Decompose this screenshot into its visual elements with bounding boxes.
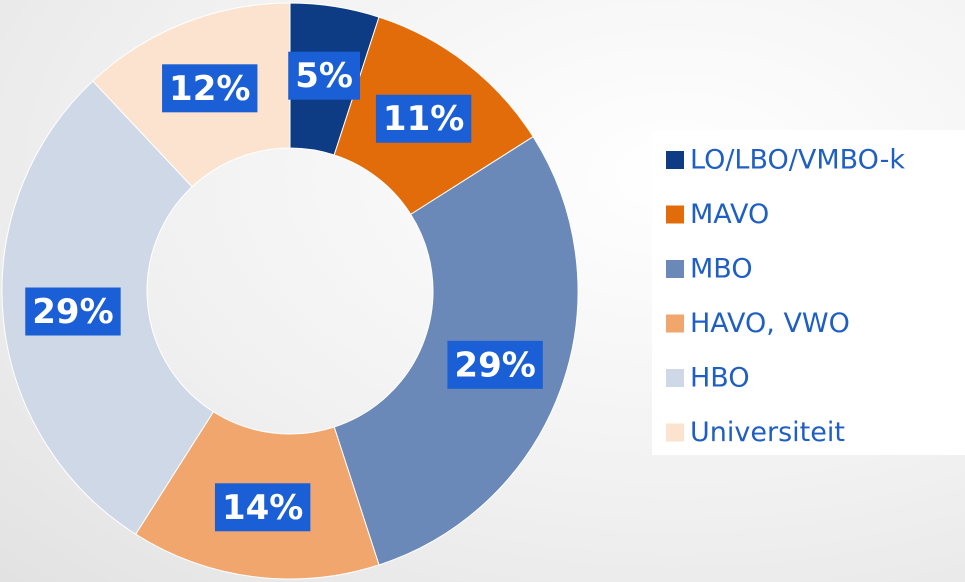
data-label: 29% (32, 292, 113, 332)
data-label: 29% (454, 345, 535, 385)
data-label-box (25, 287, 121, 336)
data-label-box (288, 51, 360, 100)
data-label: 12% (169, 69, 250, 109)
legend-label: Universiteit (690, 417, 845, 448)
legend-swatch (666, 369, 684, 387)
legend-box (652, 130, 965, 455)
legend-swatch (666, 314, 684, 333)
data-label-box (214, 483, 311, 532)
data-label: 11% (383, 99, 464, 139)
legend-label: HAVO, VWO (690, 308, 850, 339)
legend-label: HBO (690, 363, 750, 394)
legend-swatch (666, 260, 684, 278)
legend-label: MAVO (690, 199, 769, 230)
data-label-box (447, 340, 543, 389)
data-label: 5% (295, 56, 353, 96)
legend-label: LO/LBO/VMBO-k (690, 145, 905, 176)
legend-label: MBO (690, 254, 753, 285)
data-label-box (375, 94, 472, 143)
legend-swatch (666, 151, 684, 169)
legend-swatch (666, 205, 684, 224)
legend-swatch (666, 423, 684, 442)
data-label: 14% (222, 488, 303, 528)
data-label-box (162, 64, 258, 113)
